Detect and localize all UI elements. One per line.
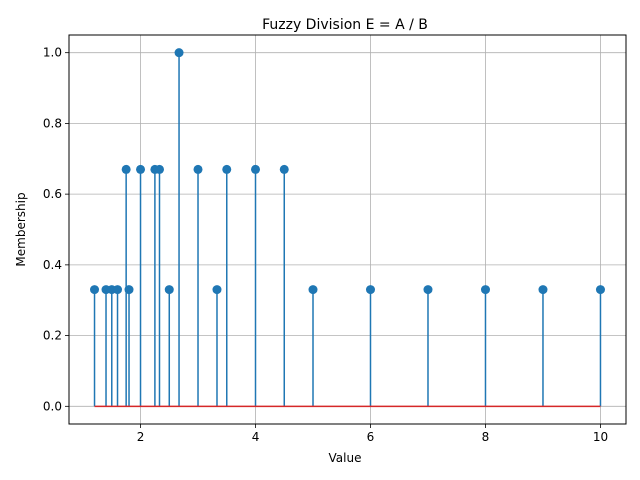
- stem-marker: [365, 285, 375, 295]
- stem-marker: [423, 285, 433, 295]
- stem-marker: [212, 285, 222, 295]
- stem-marker: [121, 164, 131, 174]
- stem-marker: [90, 285, 100, 295]
- plot-frame: [68, 34, 627, 425]
- stem-marker: [154, 164, 164, 174]
- stem-marker: [279, 164, 289, 174]
- y-tick-label: 1.0: [43, 46, 62, 60]
- stem-marker: [251, 164, 261, 174]
- x-tick-label: 8: [482, 430, 490, 444]
- stem-marker: [538, 285, 548, 295]
- stem-marker: [113, 285, 123, 295]
- stem-marker: [174, 48, 184, 58]
- x-axis-label: Value: [329, 451, 362, 465]
- stem-marker: [124, 285, 134, 295]
- stem-marker: [480, 285, 490, 295]
- stem-marker: [222, 164, 232, 174]
- stem-marker: [595, 285, 605, 295]
- chart-title: Fuzzy Division E = A / B: [262, 17, 428, 33]
- y-axis-ticks: 0.0 0.2 0.4 0.6 0.8 1.0: [43, 46, 69, 413]
- y-tick-label: 0.4: [43, 258, 62, 272]
- y-axis-label: Membership: [14, 192, 28, 266]
- y-tick-label: 0.6: [43, 187, 62, 201]
- x-tick-label: 4: [252, 430, 260, 444]
- x-tick-label: 6: [367, 430, 375, 444]
- stem-marker: [164, 285, 174, 295]
- x-axis-ticks: 2 4 6 8 10: [137, 424, 608, 444]
- x-tick-label: 2: [137, 430, 145, 444]
- stem-lines: [93, 52, 602, 407]
- y-tick-label: 0.8: [43, 116, 62, 130]
- stem-marker: [193, 164, 203, 174]
- y-tick-label: 0.2: [43, 329, 62, 343]
- stem-marker: [136, 164, 146, 174]
- x-tick-label: 10: [593, 430, 608, 444]
- stem-markers: [90, 48, 605, 295]
- y-tick-label: 0.0: [43, 399, 62, 413]
- stem-marker: [308, 285, 318, 295]
